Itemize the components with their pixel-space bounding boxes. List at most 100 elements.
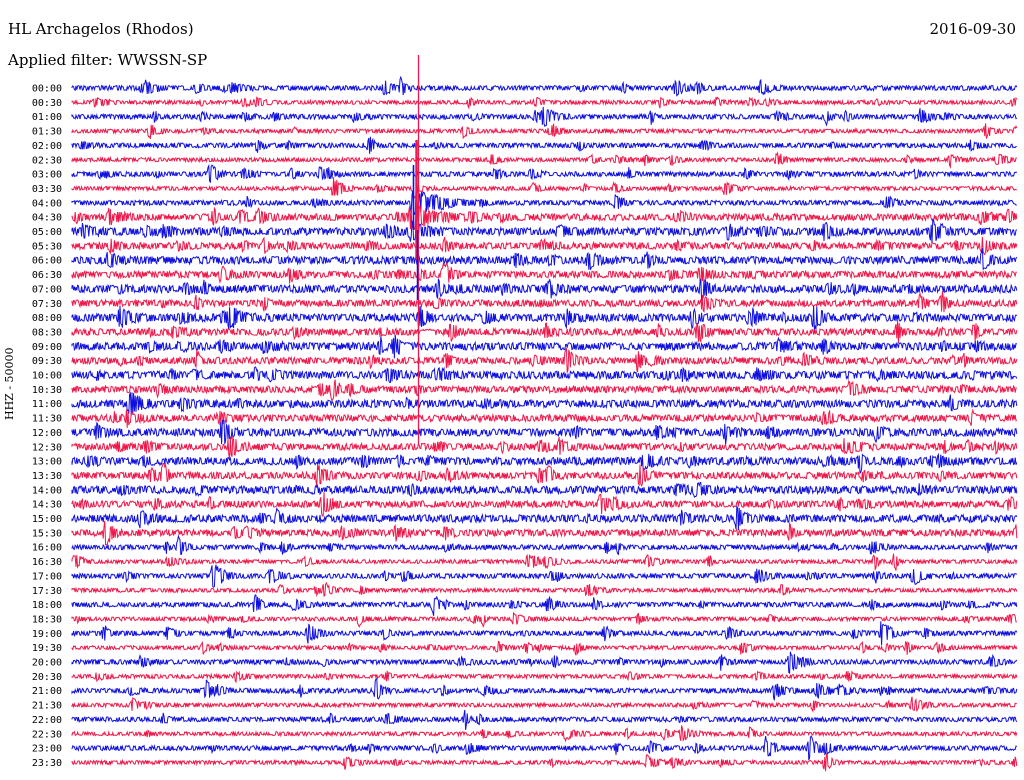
time-tick-label: 12:00 <box>32 428 62 439</box>
time-tick-label: 19:00 <box>32 629 62 640</box>
trace-row-0730 <box>71 291 1018 313</box>
time-tick-label: 17:30 <box>32 586 62 597</box>
trace-row-0200 <box>71 136 1017 154</box>
trace-row-1830 <box>71 611 1017 629</box>
time-tick-label: 17:00 <box>32 571 62 582</box>
trace-row-1930 <box>71 640 1018 656</box>
time-tick-label: 01:30 <box>32 127 62 138</box>
time-tick-label: 13:30 <box>32 471 62 482</box>
trace-row-1700 <box>71 564 1018 588</box>
time-tick-label: 14:30 <box>32 500 62 511</box>
time-tick-label: 14:00 <box>32 485 62 496</box>
trace-row-0000 <box>71 75 1018 97</box>
time-tick-label: 23:00 <box>32 744 62 755</box>
trace-row-0230 <box>71 151 1017 169</box>
time-tick-label: 03:00 <box>32 170 62 181</box>
time-tick-label: 11:30 <box>32 414 62 425</box>
trace-row-0430 <box>71 205 1018 230</box>
trace-row-0300 <box>71 163 1018 184</box>
trace-row-1300 <box>71 452 1018 475</box>
trace-row-0800 <box>71 305 1018 330</box>
trace-row-0930 <box>71 347 1018 373</box>
time-tick-label: 07:30 <box>32 299 62 310</box>
trace-row-0600 <box>71 248 1018 271</box>
trace-row-0030 <box>71 96 1018 110</box>
trace-row-0630 <box>71 262 1017 284</box>
trace-row-1600 <box>71 534 1018 556</box>
trace-row-2230 <box>71 725 1018 743</box>
trace-row-1730 <box>71 581 1018 598</box>
trace-row-1000 <box>71 366 1018 383</box>
trace-row-0830 <box>71 319 1018 344</box>
time-tick-label: 10:00 <box>32 371 62 382</box>
time-tick-label: 23:30 <box>32 758 62 769</box>
trace-row-0330 <box>71 177 1017 199</box>
trace-row-2000 <box>71 651 1018 674</box>
time-tick-label: 00:30 <box>32 98 62 109</box>
trace-row-0700 <box>71 277 1018 301</box>
filter-label: Applied filter: WWSSN-SP <box>8 51 208 69</box>
time-tick-label: 02:30 <box>32 155 62 166</box>
time-tick-label: 08:00 <box>32 313 62 324</box>
trace-row-2030 <box>71 670 1018 684</box>
trace-row-0530 <box>71 236 1018 256</box>
trace-row-1500 <box>71 504 1018 531</box>
trace-row-1400 <box>71 482 1018 498</box>
time-tick-label: 01:00 <box>32 112 62 123</box>
time-tick-label: 09:30 <box>32 356 62 367</box>
time-tick-label: 18:00 <box>32 600 62 611</box>
time-tick-label: 21:30 <box>32 701 62 712</box>
time-tick-label: 21:00 <box>32 686 62 697</box>
time-tick-label: 04:00 <box>32 198 62 209</box>
time-tick-label: 04:30 <box>32 213 62 224</box>
time-tick-label: 19:30 <box>32 643 62 654</box>
trace-row-2330 <box>71 753 1018 772</box>
time-tick-label: 22:00 <box>32 715 62 726</box>
trace-row-1630 <box>71 553 1018 571</box>
trace-row-1030 <box>71 379 1017 402</box>
trace-row-2100 <box>71 678 1018 701</box>
time-tick-label: 12:30 <box>32 442 62 453</box>
time-tick-label: 05:00 <box>32 227 62 238</box>
time-tick-label: 11:00 <box>32 399 62 410</box>
time-tick-label: 00:00 <box>32 84 62 95</box>
trace-row-0900 <box>71 334 1017 359</box>
date-label: 2016-09-30 <box>929 20 1016 38</box>
time-tick-label: 07:00 <box>32 284 62 295</box>
time-tick-label: 02:00 <box>32 141 62 152</box>
trace-row-0500 <box>71 218 1018 244</box>
trace-row-0400 <box>71 190 1017 216</box>
time-tick-label: 13:00 <box>32 457 62 468</box>
trace-row-1230 <box>71 436 1018 459</box>
trace-row-1530 <box>71 520 1018 546</box>
time-tick-label: 10:30 <box>32 385 62 396</box>
time-tick-label: 20:30 <box>32 672 62 683</box>
trace-row-1130 <box>71 408 1018 428</box>
trace-row-1900 <box>71 621 1018 646</box>
time-tick-label: 15:00 <box>32 514 62 525</box>
trace-row-2130 <box>71 696 1018 714</box>
trace-row-0100 <box>71 106 1018 128</box>
time-tick-label: 08:30 <box>32 327 62 338</box>
trace-row-0130 <box>71 123 1018 140</box>
trace-row-1800 <box>71 594 1018 616</box>
time-tick-label: 03:30 <box>32 184 62 195</box>
trace-row-2200 <box>71 709 1018 730</box>
time-tick-label: 22:30 <box>32 729 62 740</box>
trace-row-1430 <box>71 492 1018 517</box>
time-tick-label: 09:00 <box>32 342 62 353</box>
station-title: HL Archagelos (Rhodos) <box>8 20 194 38</box>
trace-row-1100 <box>71 391 1018 416</box>
time-tick-label: 16:30 <box>32 557 62 568</box>
trace-row-1200 <box>71 419 1018 445</box>
time-tick-label: 06:00 <box>32 256 62 267</box>
trace-row-1330 <box>71 462 1018 488</box>
time-tick-label: 15:30 <box>32 528 62 539</box>
time-tick-label: 18:30 <box>32 614 62 625</box>
trace-row-2300 <box>71 735 1018 761</box>
time-tick-label: 05:30 <box>32 241 62 252</box>
time-tick-label: 06:30 <box>32 270 62 281</box>
time-tick-label: 16:00 <box>32 543 62 554</box>
time-tick-label: 20:00 <box>32 658 62 669</box>
